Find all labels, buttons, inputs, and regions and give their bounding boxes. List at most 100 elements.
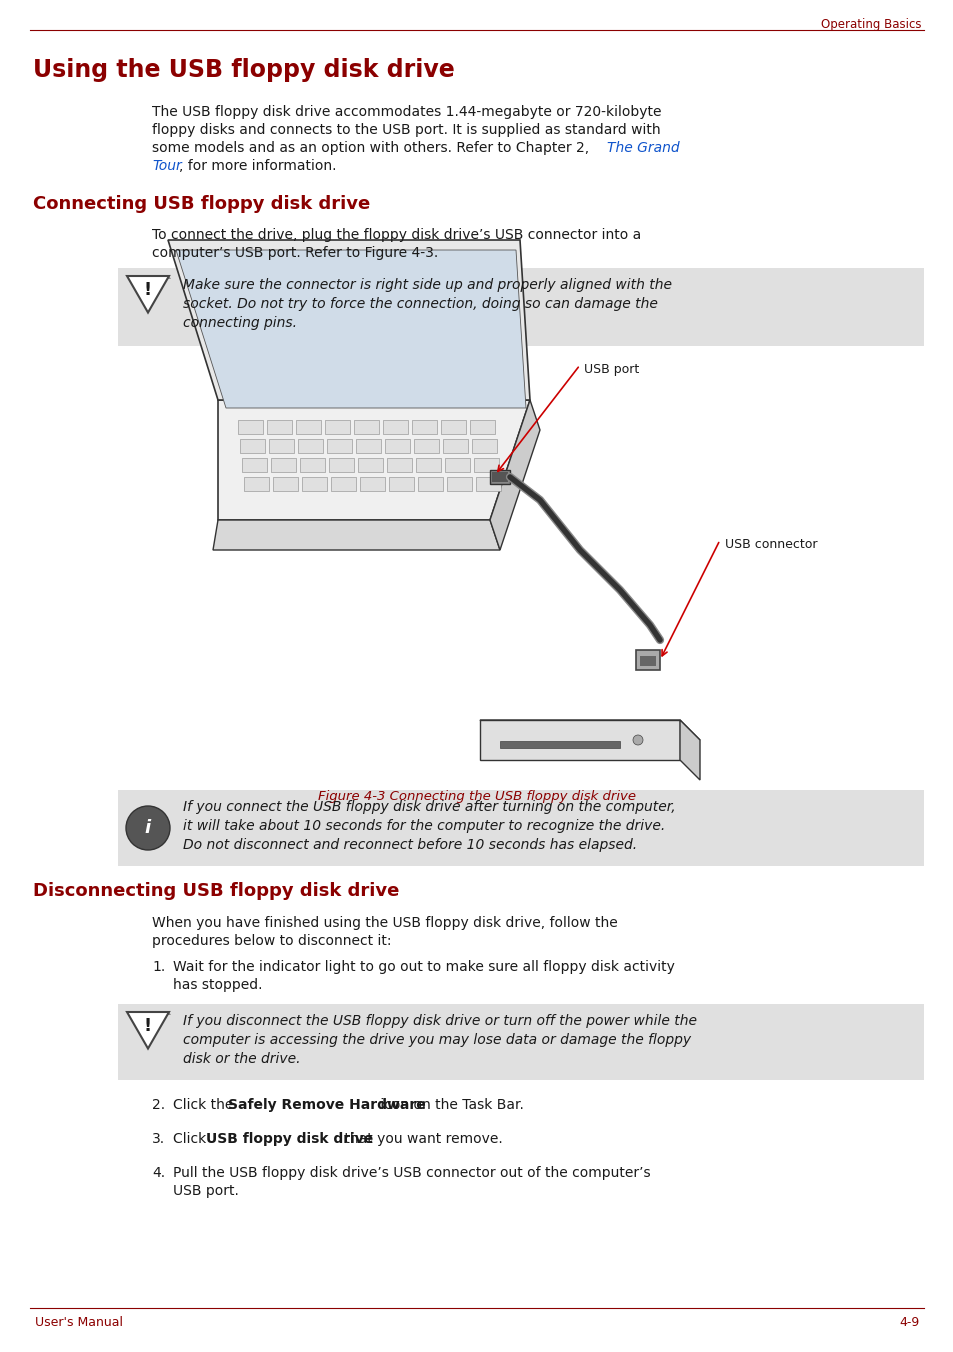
Polygon shape [479, 721, 679, 760]
Polygon shape [385, 439, 410, 453]
Polygon shape [269, 439, 294, 453]
FancyBboxPatch shape [490, 470, 510, 484]
Text: , for more information.: , for more information. [179, 160, 336, 173]
Text: If you connect the USB floppy disk drive after turning on the computer,: If you connect the USB floppy disk drive… [183, 800, 675, 814]
Text: 4.: 4. [152, 1165, 165, 1180]
Text: computer is accessing the drive you may lose data or damage the floppy: computer is accessing the drive you may … [183, 1033, 690, 1046]
Polygon shape [242, 458, 267, 472]
Text: When you have finished using the USB floppy disk drive, follow the: When you have finished using the USB flo… [152, 917, 618, 930]
Polygon shape [127, 276, 171, 279]
Polygon shape [679, 721, 700, 780]
FancyBboxPatch shape [499, 741, 619, 748]
Text: The Grand: The Grand [606, 141, 679, 155]
Polygon shape [474, 458, 498, 472]
Polygon shape [355, 439, 380, 453]
Text: 2.: 2. [152, 1098, 165, 1111]
Text: socket. Do not try to force the connection, doing so can damage the: socket. Do not try to force the connecti… [183, 297, 658, 311]
Polygon shape [470, 420, 495, 434]
Polygon shape [444, 458, 470, 472]
Polygon shape [271, 458, 295, 472]
Polygon shape [327, 439, 352, 453]
Text: 4-9: 4-9 [899, 1315, 919, 1329]
Polygon shape [299, 458, 325, 472]
Polygon shape [331, 477, 355, 491]
Text: Connecting USB floppy disk drive: Connecting USB floppy disk drive [33, 195, 370, 214]
Polygon shape [175, 250, 525, 408]
Text: To connect the drive, plug the floppy disk drive’s USB connector into a: To connect the drive, plug the floppy di… [152, 228, 640, 242]
Polygon shape [218, 400, 530, 521]
Polygon shape [447, 477, 472, 491]
Polygon shape [244, 477, 269, 491]
Text: Wait for the indicator light to go out to make sure all floppy disk activity: Wait for the indicator light to go out t… [172, 960, 674, 973]
Polygon shape [302, 477, 327, 491]
Polygon shape [168, 241, 530, 400]
Text: !: ! [144, 281, 152, 299]
Text: Using the USB floppy disk drive: Using the USB floppy disk drive [33, 58, 455, 82]
Text: icon on the Task Bar.: icon on the Task Bar. [375, 1098, 523, 1111]
Polygon shape [295, 420, 320, 434]
Polygon shape [127, 276, 169, 312]
Text: procedures below to disconnect it:: procedures below to disconnect it: [152, 934, 391, 948]
Text: USB port.: USB port. [172, 1184, 238, 1198]
Polygon shape [414, 439, 438, 453]
Text: i: i [145, 819, 151, 837]
Text: USB connector: USB connector [724, 538, 817, 552]
Polygon shape [297, 439, 323, 453]
Text: Click the: Click the [172, 1098, 237, 1111]
Text: Do not disconnect and reconnect before 10 seconds has elapsed.: Do not disconnect and reconnect before 1… [183, 838, 637, 852]
Polygon shape [479, 721, 700, 740]
FancyBboxPatch shape [636, 650, 659, 671]
Polygon shape [329, 458, 354, 472]
Text: Figure 4-3 Connecting the USB floppy disk drive: Figure 4-3 Connecting the USB floppy dis… [317, 790, 636, 803]
Polygon shape [127, 1013, 169, 1049]
Text: 1.: 1. [152, 960, 165, 973]
Polygon shape [354, 420, 378, 434]
Text: Operating Basics: Operating Basics [821, 18, 921, 31]
Text: computer’s USB port. Refer to Figure 4-3.: computer’s USB port. Refer to Figure 4-3… [152, 246, 437, 260]
FancyBboxPatch shape [118, 268, 923, 346]
Text: If you disconnect the USB floppy disk drive or turn off the power while the: If you disconnect the USB floppy disk dr… [183, 1014, 697, 1028]
Circle shape [126, 806, 170, 850]
Polygon shape [472, 439, 497, 453]
Polygon shape [357, 458, 382, 472]
Text: connecting pins.: connecting pins. [183, 316, 296, 330]
Circle shape [633, 735, 642, 745]
Text: that you want remove.: that you want remove. [339, 1132, 502, 1146]
Text: some models and as an option with others. Refer to Chapter 2,: some models and as an option with others… [152, 141, 593, 155]
Polygon shape [387, 458, 412, 472]
Text: has stopped.: has stopped. [172, 977, 262, 992]
Polygon shape [267, 420, 292, 434]
Text: Tour: Tour [152, 160, 182, 173]
Polygon shape [127, 1013, 171, 1015]
Polygon shape [325, 420, 350, 434]
Text: USB port: USB port [583, 362, 639, 376]
Polygon shape [240, 439, 265, 453]
Text: disk or the drive.: disk or the drive. [183, 1052, 300, 1065]
Text: User's Manual: User's Manual [35, 1315, 123, 1329]
Polygon shape [213, 521, 499, 550]
FancyBboxPatch shape [118, 790, 923, 867]
Polygon shape [417, 477, 442, 491]
Text: 3.: 3. [152, 1132, 165, 1146]
FancyBboxPatch shape [492, 472, 507, 483]
Text: it will take about 10 seconds for the computer to recognize the drive.: it will take about 10 seconds for the co… [183, 819, 664, 833]
Polygon shape [476, 477, 500, 491]
Text: Make sure the connector is right side up and properly aligned with the: Make sure the connector is right side up… [183, 279, 671, 292]
Text: Click: Click [172, 1132, 211, 1146]
FancyBboxPatch shape [639, 656, 656, 667]
Polygon shape [490, 400, 539, 550]
Text: USB floppy disk drive: USB floppy disk drive [206, 1132, 373, 1146]
Polygon shape [442, 439, 468, 453]
Polygon shape [359, 477, 385, 491]
Polygon shape [416, 458, 440, 472]
Polygon shape [273, 477, 297, 491]
Text: Pull the USB floppy disk drive’s USB connector out of the computer’s: Pull the USB floppy disk drive’s USB con… [172, 1165, 650, 1180]
Text: Safely Remove Hardware: Safely Remove Hardware [228, 1098, 425, 1111]
Polygon shape [412, 420, 436, 434]
Text: Disconnecting USB floppy disk drive: Disconnecting USB floppy disk drive [33, 882, 399, 900]
FancyBboxPatch shape [118, 1005, 923, 1080]
Polygon shape [382, 420, 408, 434]
Polygon shape [237, 420, 263, 434]
Polygon shape [389, 477, 414, 491]
Text: floppy disks and connects to the USB port. It is supplied as standard with: floppy disks and connects to the USB por… [152, 123, 659, 137]
